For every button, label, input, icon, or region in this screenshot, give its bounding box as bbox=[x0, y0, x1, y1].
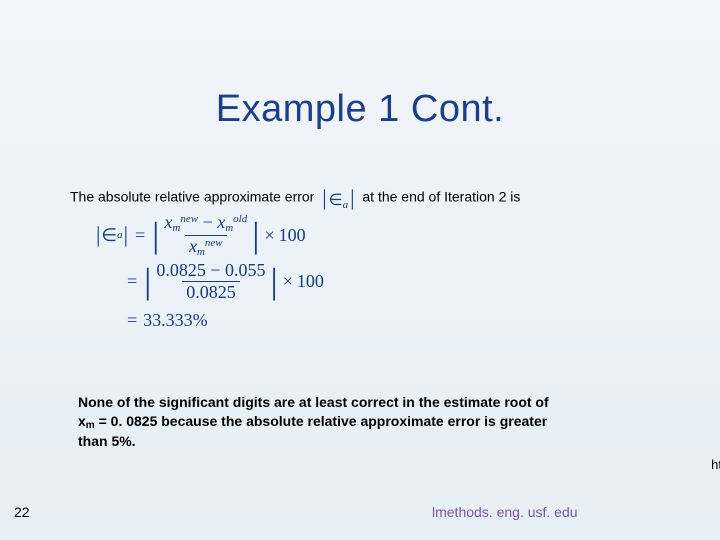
xm-var: xm bbox=[78, 413, 95, 429]
abs-bar-left: | bbox=[320, 185, 328, 210]
minus-2: − bbox=[210, 260, 220, 280]
epsilon-a-inline: |∈a| bbox=[320, 180, 356, 216]
abs-bar-right: | bbox=[348, 185, 356, 210]
epsilon-symbol: ∈ bbox=[329, 192, 343, 209]
fraction-2-num: 0.0825 − 0.055 bbox=[152, 260, 269, 281]
eps-lhs: ∈ bbox=[101, 225, 117, 246]
times-1: × bbox=[264, 225, 274, 246]
x-den: x bbox=[189, 236, 197, 256]
hundred-1: 100 bbox=[279, 225, 306, 246]
xm-x: x bbox=[78, 413, 86, 429]
times-2: × bbox=[283, 271, 293, 292]
slide: Example 1 Cont. The absolute relative ap… bbox=[0, 0, 720, 540]
conclusion-line3: than 5%. bbox=[78, 433, 136, 449]
page-number: 22 bbox=[14, 504, 30, 520]
minus-1: − bbox=[203, 212, 213, 232]
x-den-sup: new bbox=[205, 237, 223, 249]
footer-link[interactable]: lmethods. eng. usf. edu bbox=[432, 504, 578, 520]
x-old-sup: old bbox=[233, 213, 247, 225]
intro-part1: The absolute relative approximate error bbox=[70, 189, 314, 205]
math-block: |∈a| = | xmnew − xmold xmnew | × 100 = | bbox=[95, 215, 324, 339]
intro-text: The absolute relative approximate error … bbox=[70, 180, 520, 216]
conclusion-line1: None of the significant digits are at le… bbox=[78, 394, 549, 410]
big-abs-open-1: | bbox=[151, 217, 160, 253]
result-value: 33.333% bbox=[143, 310, 208, 331]
fraction-1-den: xmnew bbox=[185, 235, 227, 259]
equals-2: = bbox=[127, 271, 137, 292]
xm-sub: m bbox=[86, 420, 95, 431]
conclusion-eqval: = 0. 0825 because the absolute relative … bbox=[95, 413, 548, 429]
intro-part2: at the end of Iteration 2 is bbox=[362, 189, 520, 205]
x-den-sub: m bbox=[197, 246, 205, 258]
equals-3: = bbox=[127, 310, 137, 331]
fraction-2-den: 0.0825 bbox=[182, 281, 240, 303]
edge-cut-text: ht bbox=[711, 457, 720, 472]
big-abs-open-2: | bbox=[143, 263, 152, 299]
fraction-1: xmnew − xmold xmnew bbox=[160, 212, 251, 258]
x-old-sub: m bbox=[225, 222, 233, 234]
big-abs-close-2: | bbox=[270, 263, 279, 299]
hundred-2: 100 bbox=[297, 271, 324, 292]
math-row-1: |∈a| = | xmnew − xmold xmnew | × 100 bbox=[95, 215, 324, 255]
math-row-2: = | 0.0825 − 0.055 0.0825 | × 100 bbox=[95, 261, 324, 301]
num-b: 0.055 bbox=[225, 260, 266, 280]
fraction-2: 0.0825 − 0.055 0.0825 bbox=[152, 260, 269, 302]
equals-1: = bbox=[135, 225, 145, 246]
x-new-sup: new bbox=[180, 213, 198, 225]
slide-title: Example 1 Cont. bbox=[0, 88, 720, 131]
big-abs-close-1: | bbox=[251, 217, 260, 253]
math-row-3: = 33.333% bbox=[95, 307, 324, 333]
fraction-1-num: xmnew − xmold bbox=[160, 212, 251, 235]
conclusion-text: None of the significant digits are at le… bbox=[78, 393, 643, 451]
abs-close: | bbox=[123, 217, 129, 253]
num-a: 0.0825 bbox=[156, 260, 206, 280]
